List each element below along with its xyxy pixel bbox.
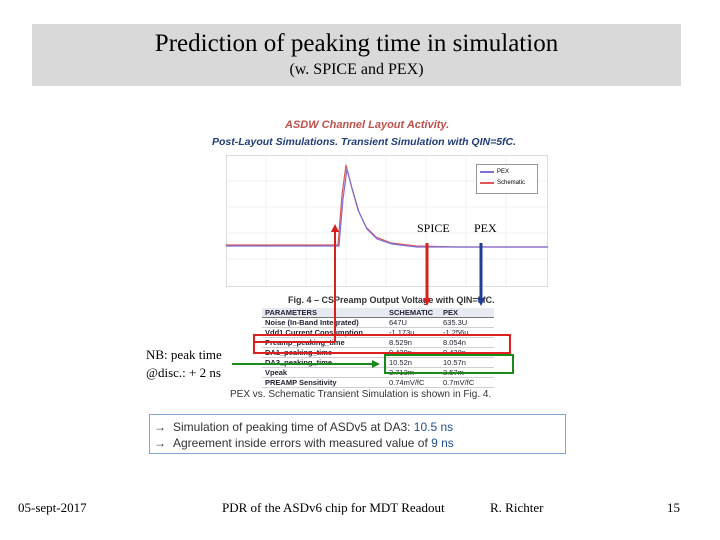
table-row: DA3_peaking_time 10.52n 10.57n xyxy=(262,357,494,368)
nb-note-line-2: @disc.: + 2 ns xyxy=(146,365,221,380)
footer-date: 05-sept-2017 xyxy=(18,500,87,515)
result-line-2: → Agreement inside errors with measured v… xyxy=(154,435,565,451)
param-name: Vdd1 Current Consumption xyxy=(262,327,386,338)
col-pex: PEX xyxy=(440,308,494,318)
figure-caption: Fig. 4 – CSPreamp Output Voltage with QI… xyxy=(288,295,495,305)
arrow-bullet-icon: → xyxy=(154,420,166,434)
schematic-value: 8.529n xyxy=(386,337,440,348)
schematic-value: 0.74mV/fC xyxy=(386,377,440,388)
param-name: PREAMP Sensitivity xyxy=(262,377,386,388)
table-header-row: PARAMETERS SCHEMATIC PEX xyxy=(262,308,494,318)
pex-value: 0.7mV/fC xyxy=(440,377,494,388)
param-name: DA3_peaking_time xyxy=(262,357,386,368)
schematic-value: -1.173u xyxy=(386,327,440,338)
pex-value: 8.054n xyxy=(440,337,494,348)
pex-value: 10.57n xyxy=(440,357,494,368)
slide-subtitle: (w. SPICE and PEX) xyxy=(289,61,424,78)
legend-label-schematic: Schematic xyxy=(497,180,526,186)
nb-note: NB: peak time @disc.: + 2 ns xyxy=(146,346,222,382)
schematic-value: 10.52n xyxy=(386,357,440,368)
table-row: Vdd1 Current Consumption -1.173u -1.256u xyxy=(262,327,494,338)
result-value-1: 10.5 ns xyxy=(413,420,454,434)
param-name: Vpeak xyxy=(262,367,386,378)
pex-annotation: PEX xyxy=(474,221,497,235)
results-box: → Simulation of peaking time of ASDv5 at … xyxy=(149,414,566,454)
figure-subheading: Post-Layout Simulations. Transient Simul… xyxy=(212,136,517,148)
result-value-2: 9 ns xyxy=(431,436,454,450)
col-parameters: PARAMETERS xyxy=(262,308,386,318)
footer-title: PDR of the ASDv6 chip for MDT Readout xyxy=(222,500,445,515)
nb-note-line-1: NB: peak time xyxy=(146,347,222,362)
arrow-bullet-icon: → xyxy=(154,436,166,450)
pex-value: -1.256u xyxy=(440,327,494,338)
table-row: Noise (In-Band Integrated) 647U 635.3U xyxy=(262,317,494,328)
legend-item-schematic: Schematic xyxy=(480,180,525,186)
figure-heading: ASDW Channel Layout Activity. xyxy=(285,119,450,131)
param-name: Noise (In-Band Integrated) xyxy=(262,317,386,328)
page-number: 15 xyxy=(667,500,680,515)
pex-value: 635.3U xyxy=(440,317,494,328)
legend-label-pex: PEX xyxy=(497,169,510,175)
plot-legend: PEX Schematic xyxy=(476,164,538,194)
table-row: PREAMP Sensitivity 0.74mV/fC 0.7mV/fC xyxy=(262,377,494,388)
title-banner: Prediction of peaking time in simulation… xyxy=(32,24,681,86)
legend-swatch-pex xyxy=(480,171,494,173)
col-schematic: SCHEMATIC xyxy=(386,308,440,318)
pex-trace xyxy=(226,168,548,248)
preamp-peaking-highlight-box xyxy=(253,334,511,354)
spice-peak-arrow xyxy=(253,224,339,343)
legend-item-pex: PEX xyxy=(480,169,509,175)
da3-peaking-highlight-box xyxy=(384,354,514,374)
figure-note: PEX vs. Schematic Transient Simulation i… xyxy=(230,389,492,400)
legend-swatch-schematic xyxy=(480,182,494,184)
footer-author: R. Richter xyxy=(490,500,544,515)
result-text-2: Agreement inside errors with measured va… xyxy=(173,436,432,450)
schematic-value: 647U xyxy=(386,317,440,328)
result-line-1: → Simulation of peaking time of ASDv5 at … xyxy=(154,419,565,435)
result-text-1: Simulation of peaking time of ASDv5 at D… xyxy=(173,420,414,434)
spice-annotation: SPICE xyxy=(417,221,450,235)
slide-title: Prediction of peaking time in simulation xyxy=(154,30,559,57)
